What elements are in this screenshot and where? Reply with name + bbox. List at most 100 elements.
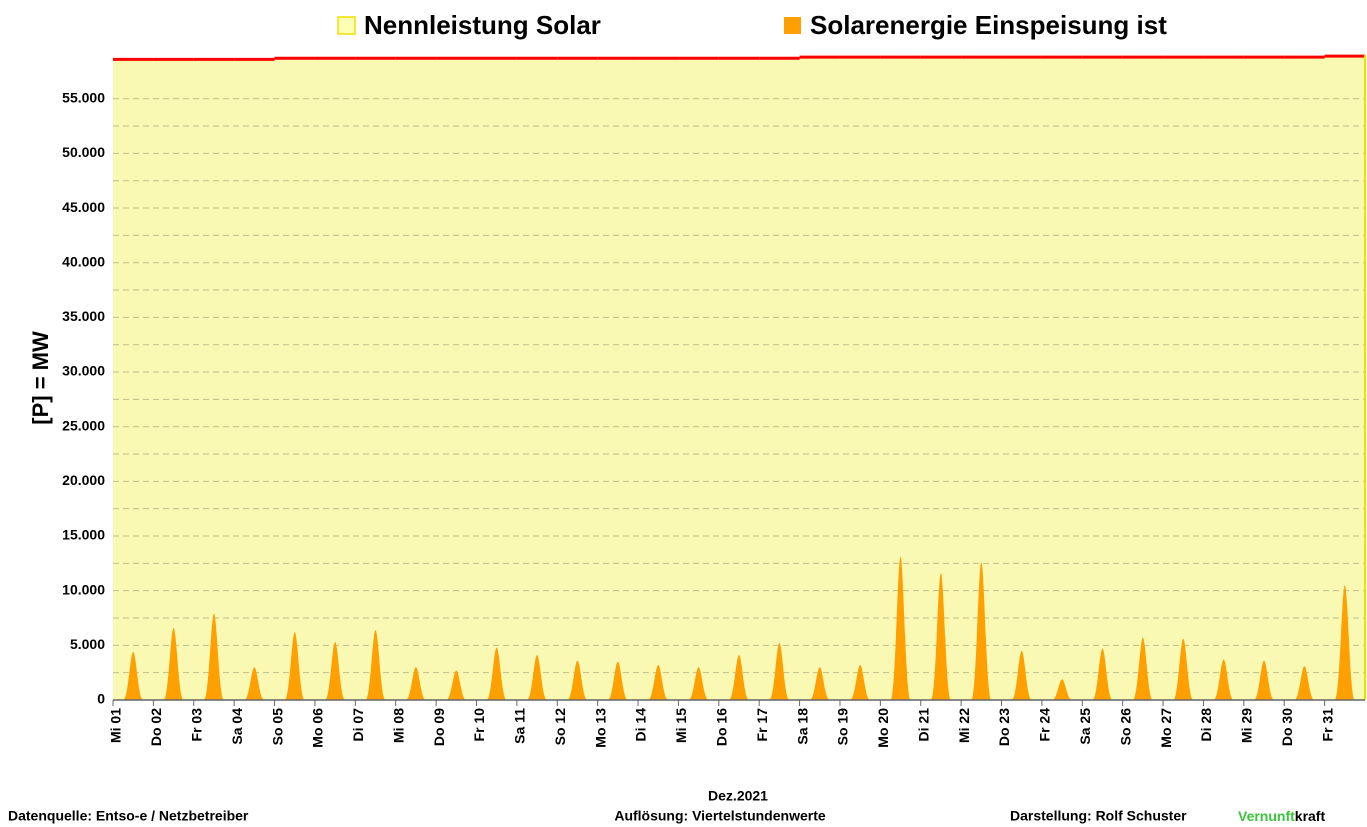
capacity-area	[557, 58, 599, 700]
capacity-area	[314, 58, 356, 700]
legend-swatch	[337, 16, 356, 35]
feed-in-spike	[1334, 585, 1355, 700]
y-tick-label: 5.000	[70, 636, 105, 652]
feed-in-spike	[729, 655, 749, 700]
x-tick-label: Do 02	[148, 708, 164, 746]
feed-in-spike	[163, 627, 184, 700]
x-tick-label: Di 21	[915, 708, 931, 742]
x-tick-label: Fr 03	[188, 708, 204, 742]
capacity-area	[395, 58, 437, 700]
x-tick-label: Di 28	[1198, 708, 1214, 742]
capacity-area	[718, 58, 760, 700]
capacity-area	[1041, 57, 1083, 700]
feed-in-spike	[446, 670, 467, 700]
legend-swatch	[784, 17, 801, 34]
feed-in-spike	[769, 643, 790, 700]
capacity-area	[153, 59, 195, 701]
feed-in-spike	[203, 613, 224, 700]
y-tick-label: 15.000	[62, 527, 105, 543]
x-tick-label: Do 16	[714, 708, 730, 746]
feed-in-spike	[284, 632, 305, 700]
feed-in-spike	[1254, 660, 1275, 700]
legend-label: Solarenergie Einspeisung ist	[810, 10, 1167, 40]
x-tick-label: Sa 11	[512, 708, 528, 744]
feed-in-spike	[850, 665, 871, 700]
x-tick-label: Mi 08	[390, 708, 406, 743]
source: Datenquelle: Entso-e / Netzbetreiber	[8, 808, 249, 824]
capacity-area	[1284, 57, 1326, 700]
author: Darstellung: Rolf Schuster	[1010, 808, 1187, 824]
x-tick-label: Do 09	[431, 708, 447, 746]
feed-in-spike	[325, 642, 346, 700]
x-tick-label: Mi 15	[673, 708, 689, 743]
feed-in-spike	[527, 655, 548, 700]
y-tick-label: 10.000	[62, 581, 105, 597]
x-tick-label: Mi 22	[956, 708, 972, 743]
x-tick-label: So 12	[552, 708, 568, 746]
capacity-area	[113, 59, 154, 701]
feed-in-spike	[688, 667, 709, 700]
x-tick-label: Fr 31	[1319, 708, 1335, 742]
capacity-area	[759, 58, 801, 700]
capacity-area	[355, 58, 397, 700]
x-axis-label: Dez.2021	[708, 788, 768, 804]
feed-in-spike	[1213, 659, 1234, 700]
feed-in-spike	[1132, 637, 1153, 700]
legend-label: Nennleistung Solar	[364, 10, 601, 40]
x-tick-label: Mi 01	[108, 708, 124, 743]
feed-in-spike	[930, 573, 951, 700]
capacity-area	[1243, 57, 1285, 700]
feed-in-spike	[1173, 638, 1194, 700]
x-tick-label: Di 14	[633, 708, 649, 742]
y-tick-label: 50.000	[62, 144, 105, 160]
feed-in-spike	[971, 562, 992, 700]
x-tick-label: Sa 04	[229, 708, 245, 745]
feed-in-spike	[607, 661, 628, 700]
capacity-area	[516, 58, 558, 700]
feed-in-spike	[1052, 679, 1073, 700]
feed-in-spike	[1011, 650, 1032, 700]
y-axis-label: [P] = MW	[28, 331, 53, 425]
feed-in-spike	[890, 556, 911, 700]
capacity-area	[436, 58, 477, 700]
capacity-area	[638, 58, 679, 700]
y-tick-label: 20.000	[62, 472, 105, 488]
feed-in-spike	[365, 630, 386, 700]
capacity-area	[1082, 57, 1124, 700]
feed-in-spike	[1294, 666, 1315, 700]
x-tick-label: Mi 29	[1239, 708, 1255, 743]
y-tick-label: 25.000	[62, 417, 105, 433]
x-tick-label: Sa 25	[1077, 708, 1093, 745]
capacity-area	[678, 58, 720, 700]
x-tick-label: So 26	[1117, 708, 1133, 746]
y-tick-label: 45.000	[62, 199, 105, 215]
feed-in-spike	[244, 667, 265, 700]
plot-area	[112, 54, 1366, 706]
x-tick-label: Mo 20	[875, 708, 891, 748]
capacity-area	[1122, 57, 1164, 700]
capacity-area	[597, 58, 639, 700]
y-tick-label: 0	[97, 691, 105, 707]
brand: Vernunftkraft	[1238, 808, 1325, 824]
feed-in-spike	[1092, 648, 1113, 700]
feed-in-spike	[405, 667, 426, 700]
feed-in-spike	[809, 667, 830, 700]
capacity-area	[476, 58, 518, 700]
brand-part: kraft	[1295, 808, 1326, 824]
capacity-area	[1203, 57, 1245, 700]
capacity-area	[839, 57, 881, 700]
x-tick-label: Di 07	[350, 708, 366, 742]
capacity-area	[234, 59, 276, 701]
x-tick-label: Mo 27	[1158, 708, 1174, 748]
x-tick-label: Sa 18	[794, 708, 810, 745]
resolution: Auflösung: Viertelstundenwerte	[614, 808, 826, 824]
x-tick-label: So 05	[269, 708, 285, 746]
x-tick-label: Mo 06	[310, 708, 326, 748]
x-tick-label: So 19	[835, 708, 851, 746]
x-tick-label: Fr 17	[754, 708, 770, 742]
capacity-area	[193, 59, 235, 701]
y-tick-label: 40.000	[62, 253, 105, 269]
capacity-area	[1001, 57, 1043, 700]
capacity-area	[274, 58, 316, 700]
